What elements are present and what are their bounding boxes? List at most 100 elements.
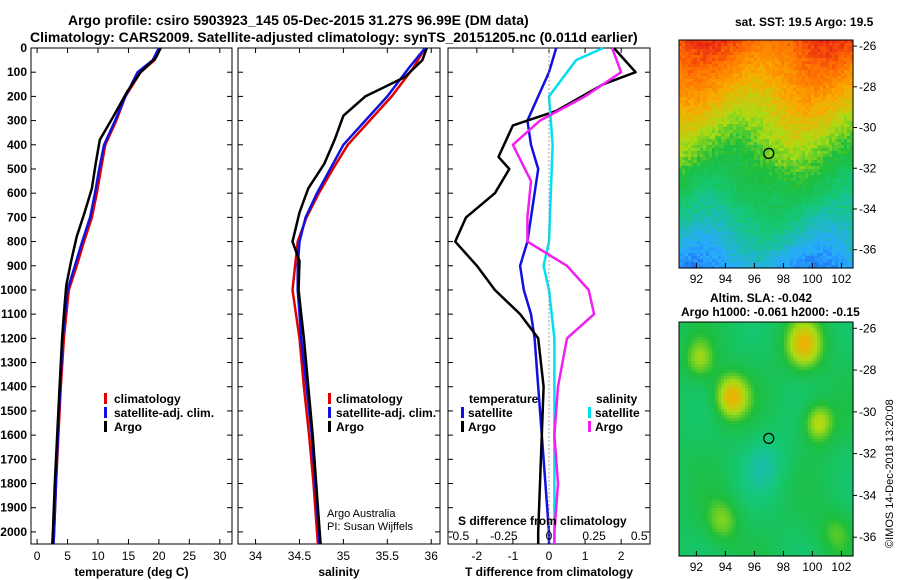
map-cell [688, 238, 692, 242]
map-cell [763, 61, 767, 65]
map-cell [799, 157, 803, 161]
map-cell [760, 118, 764, 122]
map-cell [799, 190, 803, 194]
map-cell [841, 175, 845, 179]
map-cell [745, 43, 749, 47]
map-cell [736, 253, 740, 257]
map-cell [679, 190, 683, 194]
map-cell [844, 103, 848, 107]
map-cell [850, 178, 854, 182]
map-cell [790, 97, 794, 101]
map-cell [730, 130, 734, 134]
map-cell [760, 139, 764, 143]
map-cell [784, 175, 788, 179]
legend-label: satellite-adj. clim. [114, 406, 214, 420]
map-cell [772, 106, 776, 110]
map-cell [718, 112, 722, 116]
map-cell [766, 322, 770, 326]
map-cell [805, 214, 809, 218]
map-cell [718, 181, 722, 185]
map-cell [694, 205, 698, 209]
map-cell [760, 127, 764, 131]
map-cell [700, 151, 704, 155]
map-cell [769, 199, 773, 203]
map-cell [793, 106, 797, 110]
map-cell [835, 193, 839, 197]
map-cell [832, 49, 836, 53]
map-cell [736, 142, 740, 146]
map-cell [772, 262, 776, 266]
map-cell [718, 169, 722, 173]
map-cell [820, 241, 824, 245]
map-cell [793, 196, 797, 200]
map-cell [775, 262, 779, 266]
map-cell [766, 250, 770, 254]
map-cell [736, 202, 740, 206]
map-cell [832, 118, 836, 122]
map-cell [730, 91, 734, 95]
map-cell [808, 70, 812, 74]
map-cell [802, 85, 806, 89]
map-cell [712, 250, 716, 254]
map-cell [739, 109, 743, 113]
map-cell [706, 205, 710, 209]
map-cell [832, 166, 836, 170]
map-cell [781, 112, 785, 116]
map-cell [718, 40, 722, 44]
map-cell [703, 226, 707, 230]
map-cell [712, 76, 716, 80]
map-cell [844, 100, 848, 104]
map-cell [700, 238, 704, 242]
map-cell [787, 106, 791, 110]
map-cell [733, 193, 737, 197]
map-cell [763, 67, 767, 71]
map-cell [763, 46, 767, 50]
map-cell [679, 223, 683, 227]
map-cell [745, 46, 749, 50]
map-cell [682, 91, 686, 95]
map-cell [832, 115, 836, 119]
map-cell [715, 160, 719, 164]
map-cell [700, 247, 704, 251]
map-cell [850, 151, 854, 155]
map-cell [742, 265, 746, 269]
map-cell [745, 40, 749, 44]
map-cell [844, 49, 848, 53]
map-cell [721, 178, 725, 182]
map-cell [724, 148, 728, 152]
map-cell [850, 334, 854, 338]
map-cell [778, 202, 782, 206]
map-cell [826, 205, 830, 209]
map-cell [742, 157, 746, 161]
map-cell [754, 232, 758, 236]
map-cell [715, 76, 719, 80]
map-cell [727, 100, 731, 104]
map-cell [718, 106, 722, 110]
map-cell [709, 76, 713, 80]
map-cell [817, 118, 821, 122]
map-cell [817, 247, 821, 251]
map-cell [805, 196, 809, 200]
map-cell [772, 229, 776, 233]
map-cell [754, 157, 758, 161]
map-cell [742, 181, 746, 185]
map-cell [826, 49, 830, 53]
map-cell [742, 49, 746, 53]
map-cell [838, 232, 842, 236]
map-cell [685, 244, 689, 248]
map-cell [844, 325, 848, 329]
map-cell [742, 76, 746, 80]
map-cell [685, 208, 689, 212]
map-cell [751, 70, 755, 74]
map-cell [823, 211, 827, 215]
map-cell [808, 247, 812, 251]
map-cell [709, 184, 713, 188]
map-cell [712, 100, 716, 104]
map-cell [796, 256, 800, 260]
map-cell [721, 40, 725, 44]
map-cell [796, 259, 800, 263]
map-cell [814, 253, 818, 257]
map-cell [805, 136, 809, 140]
map-cell [781, 145, 785, 149]
map-cell [691, 328, 695, 332]
